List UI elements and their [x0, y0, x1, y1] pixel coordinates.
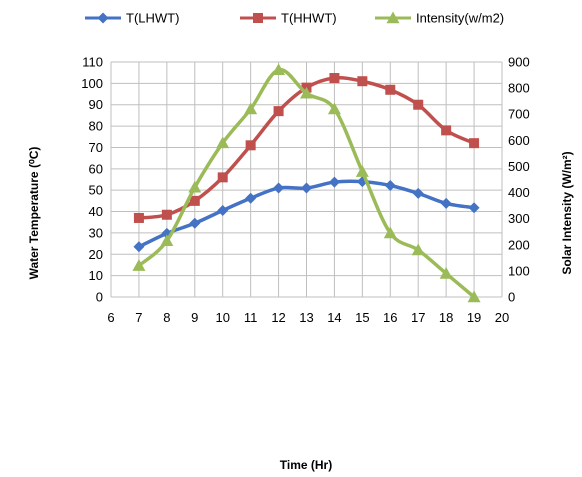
x-tick-label: 15 — [355, 310, 369, 325]
legend-item-1: T(HHWT) — [240, 11, 337, 26]
data-point — [245, 192, 257, 204]
y-left-tick-label: 90 — [89, 97, 103, 112]
data-point — [411, 243, 425, 256]
x-tick-label: 17 — [411, 310, 425, 325]
data-point — [188, 180, 202, 193]
data-point — [245, 140, 256, 151]
left-axis-ticks: 0 10 20 30 40 50 60 70 80 90 100 110 — [81, 55, 103, 305]
data-point — [413, 99, 424, 110]
data-point — [469, 138, 480, 149]
x-tick-label: 7 — [135, 310, 142, 325]
data-point — [244, 102, 258, 115]
data-point — [189, 217, 201, 229]
data-point — [217, 172, 228, 183]
legend-marker — [253, 13, 263, 23]
x-tick-label: 6 — [107, 310, 114, 325]
y-left-tick-label: 10 — [89, 268, 103, 283]
data-point — [384, 179, 396, 191]
data-point — [412, 187, 424, 199]
legend-label: T(HHWT) — [281, 11, 337, 26]
y-axis-right-title: Solar Intensity (W/m²) — [560, 151, 574, 274]
x-tick-label: 12 — [271, 310, 285, 325]
data-point — [132, 259, 146, 271]
data-point — [328, 176, 340, 188]
x-tick-label: 10 — [215, 310, 229, 325]
y-right-tick-label: 900 — [508, 55, 530, 70]
data-point — [189, 195, 200, 206]
legend-label: Intensity(w/m2) — [416, 11, 504, 26]
y-right-tick-label: 700 — [508, 107, 530, 122]
y-left-tick-label: 30 — [89, 225, 103, 240]
y-right-tick-label: 200 — [508, 237, 530, 252]
y-left-tick-label: 80 — [89, 119, 103, 134]
data-point — [327, 102, 341, 115]
x-tick-label: 9 — [191, 310, 198, 325]
data-point — [273, 182, 285, 194]
series-layer — [132, 63, 481, 303]
y-right-tick-label: 300 — [508, 211, 530, 226]
x-tick-label: 14 — [327, 310, 341, 325]
y-left-tick-label: 50 — [89, 183, 103, 198]
x-tick-label: 19 — [467, 310, 481, 325]
y-right-tick-label: 600 — [508, 133, 530, 148]
x-tick-label: 8 — [163, 310, 170, 325]
y-left-tick-label: 60 — [89, 161, 103, 176]
legend-label: T(LHWT) — [126, 11, 179, 26]
data-point — [383, 226, 397, 239]
data-point — [160, 234, 174, 247]
data-point — [439, 267, 453, 279]
x-axis-title: Time (Hr) — [280, 458, 332, 472]
data-point — [329, 73, 340, 84]
legend-item-2: Intensity(w/m2) — [375, 11, 504, 26]
data-point — [440, 197, 452, 209]
data-point — [300, 86, 313, 99]
x-tick-label: 16 — [383, 310, 397, 325]
data-point — [161, 209, 172, 220]
data-point — [301, 182, 312, 194]
series-0 — [133, 176, 480, 253]
data-point — [273, 106, 284, 117]
x-tick-label: 20 — [495, 310, 509, 325]
data-point — [355, 165, 369, 177]
legend: T(LHWT) T(HHWT) Intensity(w/m2) — [85, 11, 504, 26]
legend-item-0: T(LHWT) — [85, 11, 179, 26]
x-tick-label: 18 — [439, 310, 453, 325]
series-2 — [132, 63, 481, 303]
data-point — [216, 136, 230, 149]
data-point — [385, 84, 396, 95]
data-point — [217, 204, 229, 216]
y-left-tick-label: 0 — [96, 290, 103, 305]
data-point — [133, 241, 145, 253]
right-axis-ticks: 0 100 200 300 400 500 600 700 800 900 — [508, 55, 530, 305]
y-left-tick-label: 40 — [89, 204, 103, 219]
y-right-tick-label: 0 — [508, 290, 515, 305]
x-tick-label: 13 — [299, 310, 313, 325]
y-left-tick-label: 20 — [89, 247, 103, 262]
legend-marker — [97, 12, 109, 24]
data-point — [467, 290, 481, 303]
y-right-tick-label: 500 — [508, 159, 530, 174]
data-point — [357, 76, 368, 87]
grid — [110, 61, 503, 298]
y-axis-left-title: Water Temperature (⁰C) — [27, 147, 41, 280]
y-right-tick-label: 100 — [508, 263, 530, 278]
x-axis-ticks: 6 7 8 9 10 11 12 13 14 15 16 17 18 19 20 — [107, 310, 509, 325]
x-tick-label: 11 — [244, 310, 258, 325]
data-point — [272, 63, 286, 76]
y-right-tick-label: 800 — [508, 81, 530, 96]
y-right-tick-label: 400 — [508, 185, 530, 200]
y-left-tick-label: 70 — [89, 140, 103, 155]
legend-marker — [386, 11, 400, 24]
data-point — [133, 212, 144, 223]
y-left-tick-label: 100 — [81, 76, 103, 91]
data-point — [468, 202, 480, 214]
y-left-tick-label: 110 — [82, 55, 103, 70]
data-point — [441, 125, 452, 136]
